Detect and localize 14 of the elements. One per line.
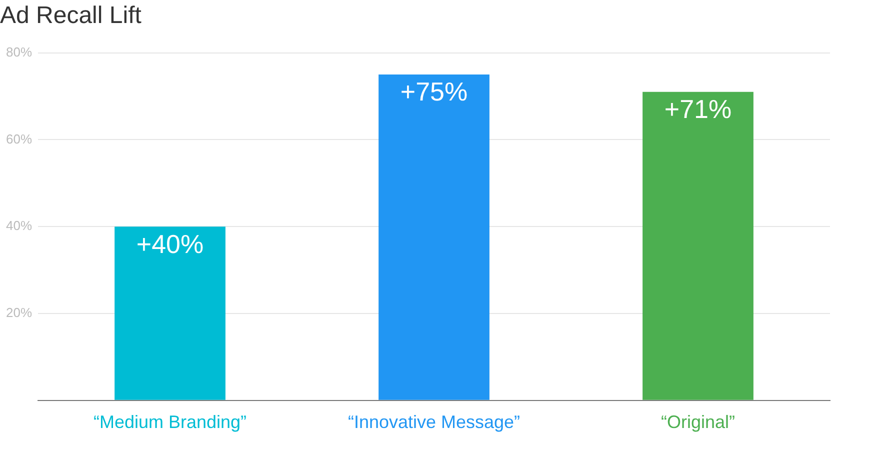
data-label: +75% <box>400 76 468 107</box>
y-tick-label: 40% <box>6 218 32 234</box>
bar <box>642 92 754 400</box>
x-tick-label: “Medium Branding” <box>93 412 247 432</box>
chart-title: Ad Recall Lift <box>0 2 142 30</box>
y-tick-label: 60% <box>6 131 32 146</box>
x-tick-label: “Original” <box>660 412 736 432</box>
data-label: +40% <box>136 228 204 259</box>
bar <box>114 226 226 400</box>
data-label: +71% <box>664 94 732 124</box>
y-tick-label: 20% <box>6 305 32 320</box>
bar <box>378 74 490 400</box>
y-tick-label: 80% <box>6 44 32 60</box>
x-tick-label: “Innovative Message” <box>348 412 520 432</box>
